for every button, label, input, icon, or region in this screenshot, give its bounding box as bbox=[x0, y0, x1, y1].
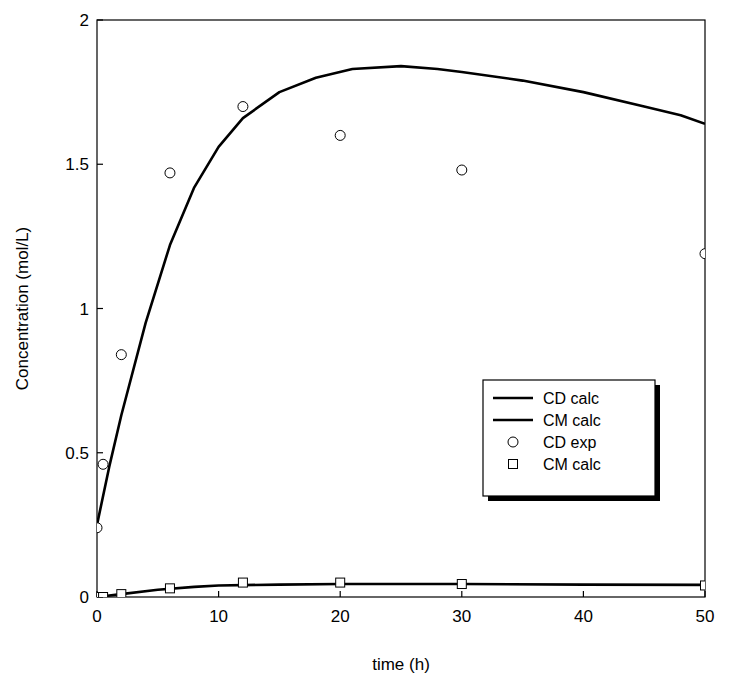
x-tick-label: 0 bbox=[92, 607, 101, 626]
x-tick bbox=[461, 591, 462, 597]
data-point bbox=[238, 102, 248, 112]
legend-label: CD exp bbox=[543, 434, 596, 451]
data-point bbox=[457, 580, 466, 589]
y-tick-label: 2 bbox=[80, 11, 89, 30]
x-tick-label: 10 bbox=[209, 607, 228, 626]
data-point bbox=[116, 350, 126, 360]
legend-label: CM calc bbox=[543, 456, 601, 473]
y-tick bbox=[97, 308, 103, 309]
x-tick-label: 40 bbox=[574, 607, 593, 626]
legend-marker bbox=[509, 460, 518, 469]
line-series bbox=[97, 66, 705, 525]
data-point bbox=[335, 130, 345, 140]
x-tick-label: 50 bbox=[696, 607, 715, 626]
y-tick bbox=[97, 452, 103, 453]
data-point bbox=[99, 593, 108, 598]
plot-frame bbox=[97, 20, 705, 597]
x-tick-label: 20 bbox=[331, 607, 350, 626]
data-point bbox=[238, 578, 247, 587]
data-point bbox=[98, 459, 108, 469]
y-tick-label: 0 bbox=[80, 588, 89, 607]
y-axis-title: Concentration (mol/L) bbox=[13, 227, 32, 390]
legend-label: CD calc bbox=[543, 390, 599, 407]
x-axis-title: time (h) bbox=[372, 655, 430, 674]
data-point bbox=[117, 590, 126, 597]
y-tick bbox=[97, 164, 103, 165]
data-point bbox=[165, 168, 175, 178]
data-point bbox=[701, 581, 706, 590]
x-tick bbox=[340, 591, 341, 597]
y-tick-label: 1 bbox=[80, 300, 89, 319]
data-point bbox=[457, 165, 467, 175]
x-tick bbox=[704, 591, 705, 597]
y-tick-label: 1.5 bbox=[65, 155, 89, 174]
legend: CD calc CM calc CD exp CM calc bbox=[483, 380, 660, 501]
data-point bbox=[700, 249, 705, 259]
legend-line bbox=[493, 419, 533, 422]
x-tick bbox=[583, 591, 584, 597]
data-point bbox=[165, 584, 174, 593]
x-tick bbox=[218, 591, 219, 597]
legend-label: CM calc bbox=[543, 412, 601, 429]
x-tick-label: 30 bbox=[452, 607, 471, 626]
line-series bbox=[97, 584, 705, 597]
plot-area bbox=[97, 66, 705, 597]
y-tick-label: 0.5 bbox=[65, 444, 89, 463]
chart: 0 10 20 30 40 50 0 0.5 1 1.5 2 time (h) Concentratio… bbox=[0, 0, 745, 696]
y-tick bbox=[97, 19, 103, 20]
legend-line bbox=[493, 397, 533, 400]
legend-box bbox=[483, 380, 655, 496]
data-point bbox=[336, 578, 345, 587]
legend-marker bbox=[508, 437, 518, 447]
data-point bbox=[97, 523, 102, 533]
